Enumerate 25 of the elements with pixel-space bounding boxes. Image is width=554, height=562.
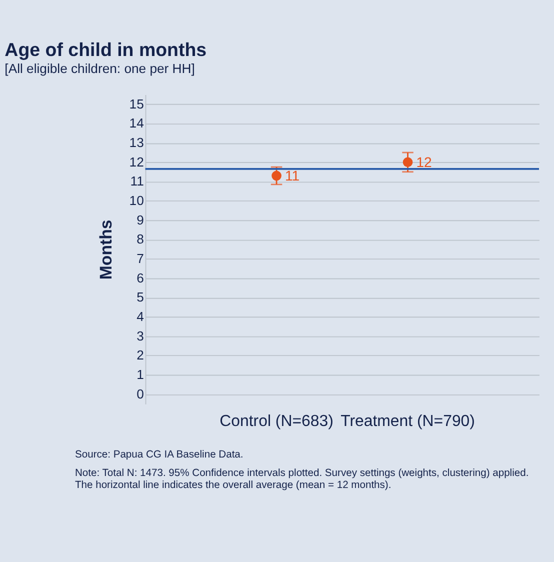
y-tick-label: 12: [129, 154, 144, 170]
y-tick-label: 8: [136, 232, 144, 247]
y-tick-label: 14: [129, 116, 144, 131]
data-label: 11: [284, 167, 300, 184]
y-tick-label: 4: [136, 309, 144, 324]
text: Note: Total N: 1473. 95% Confidence intervals plotted. Survey settings (weights, clustering) applied. The horizontal line indicates the overall average (mean = 12 months).: [74, 468, 529, 492]
y-tick-label: 9: [136, 212, 144, 228]
chart-subtitle: [All eligible children: one per HH]: [4, 60, 195, 76]
y-tick-label: 15: [129, 96, 144, 112]
y-tick-label: 2: [136, 348, 144, 363]
y-tick-label: 6: [136, 270, 144, 286]
y-tick-label: 3: [136, 328, 144, 344]
x-tick-label: Control (N=683): [220, 412, 334, 430]
y-tick-label: 5: [136, 290, 144, 305]
chart-title: Age of child in months: [4, 39, 207, 60]
data-label: 12: [416, 154, 432, 170]
source-note: Source: Papua CG IA Baseline Data.: [74, 449, 244, 460]
y-axis-title: Months: [96, 220, 116, 280]
y-tick-label: 13: [129, 135, 144, 150]
y-tick-label: 10: [129, 193, 144, 208]
x-tick-label: Treatment (N=790): [340, 412, 475, 430]
y-tick-label: 7: [136, 251, 144, 266]
y-tick-label: 1: [136, 367, 144, 382]
y-tick-label: 11: [130, 174, 144, 189]
y-tick-label: 0: [136, 386, 144, 402]
